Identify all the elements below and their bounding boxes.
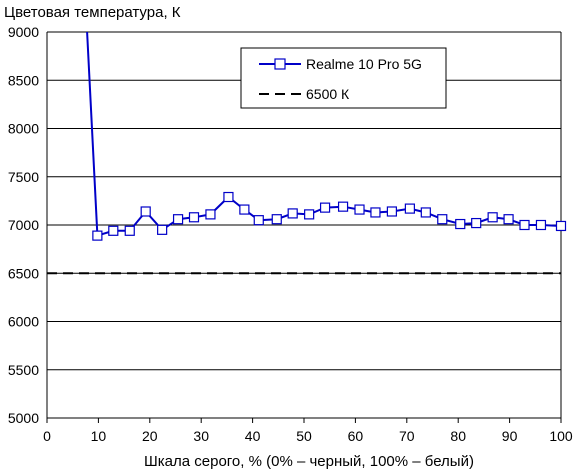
y-tick-label: 8500 [8,72,39,88]
data-point [455,218,466,230]
x-tick-labels: 0 10 20 30 40 50 60 70 80 90 100 [43,418,573,444]
x-tick-label: 50 [296,428,312,444]
data-point [370,207,381,218]
x-tick-label: 0 [43,428,51,444]
data-point [420,207,431,218]
data-point [354,204,365,215]
y-tick-label: 7000 [8,217,39,233]
data-point [239,204,250,215]
data-point [205,209,216,220]
data-point [188,212,200,223]
x-tick-label: 20 [142,428,158,444]
data-point [223,191,234,203]
legend-box [240,47,447,109]
data-point [287,208,298,219]
legend-marker-realme [274,58,286,70]
data-point [404,203,415,214]
y-tick-label: 8000 [8,121,39,137]
y-tick-label: 9000 [8,24,39,40]
x-tick-label: 100 [549,428,573,444]
y-tick-label: 6500 [8,265,39,281]
y-tick-label: 5000 [8,410,39,426]
y-tick-labels: 5000 5500 6000 6500 7000 7500 8000 8500 9000 [8,24,39,426]
y-tick-label: 6000 [8,314,39,330]
legend-label-realme: Realme 10 Pro 5G [306,56,422,72]
series-layer [47,31,567,275]
data-point [555,220,567,232]
data-point [304,209,315,220]
data-point [535,219,547,231]
x-tick-label: 70 [399,428,415,444]
data-point [271,214,282,225]
y-tick-label: 7500 [8,169,39,185]
x-tick-label: 80 [450,428,466,444]
data-point [157,224,168,235]
data-point [124,225,135,236]
data-point [386,206,397,217]
grid [46,31,562,419]
x-tick-label: 40 [245,428,261,444]
data-point [519,219,530,231]
data-point [172,214,184,225]
data-point [92,230,103,241]
data-point [140,206,151,217]
data-point [437,214,448,225]
data-point [471,217,482,229]
data-point [253,215,264,226]
x-tick-label: 60 [348,428,364,444]
x-tick-label: 90 [502,428,518,444]
y-tick-label: 5500 [8,362,39,378]
data-point [503,214,514,225]
legend-label-6500k: 6500 К [306,86,350,102]
x-axis-title: Шкала серого, % (0% – черный, 100% – бел… [144,453,474,469]
x-tick-label: 30 [193,428,209,444]
data-point [487,212,498,223]
x-tick-label: 10 [91,428,107,444]
data-point [108,225,119,236]
data-point [337,201,349,212]
data-point [319,202,331,213]
y-axis-title: Цветовая температура, К [4,4,181,21]
legend: Realme 10 Pro 5G 6500 К [240,47,447,109]
